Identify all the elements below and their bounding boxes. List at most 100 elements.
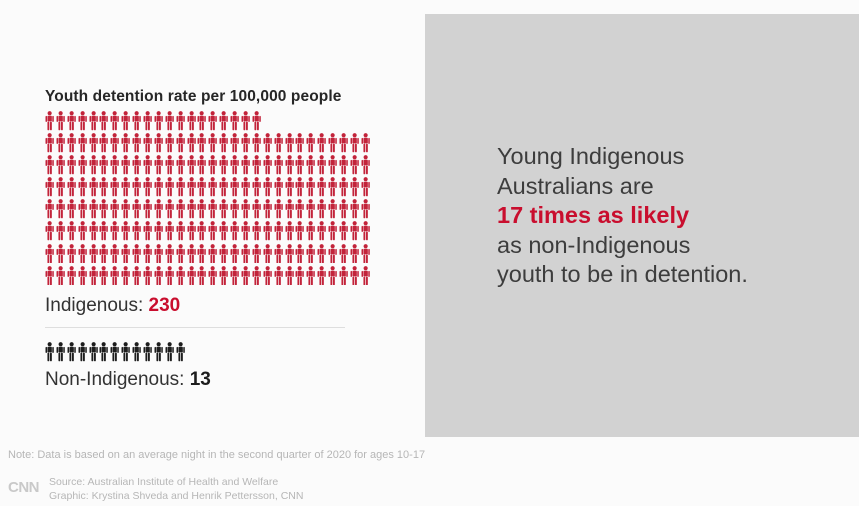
person-icon: [132, 221, 141, 241]
person-icon: [219, 155, 229, 175]
credit-line: Graphic: Krystina Shveda and Henrik Pett…: [49, 490, 304, 502]
person-icon: [99, 342, 109, 362]
person-icon: [132, 199, 141, 219]
person-icon: [110, 265, 120, 286]
non-indigenous-value: 13: [189, 369, 211, 390]
person-icon: [361, 221, 370, 241]
person-icon: [45, 133, 54, 153]
person-icon: [230, 111, 239, 131]
person-icon: [154, 221, 163, 241]
person-icon: [241, 177, 250, 197]
person-icon: [208, 221, 218, 241]
person-icon: [45, 221, 54, 241]
person-icon: [263, 265, 272, 286]
person-icon: [176, 133, 185, 153]
person-icon: [176, 221, 185, 241]
person-icon: [263, 133, 272, 153]
callout-line: 17 times as likely: [497, 202, 690, 228]
person-icon: [121, 199, 131, 219]
person-icon: [328, 243, 337, 264]
indigenous-value: 230: [148, 295, 181, 316]
person-icon: [241, 199, 250, 219]
person-icon: [252, 155, 261, 175]
person-icon: [89, 133, 98, 153]
person-icon: [89, 155, 98, 175]
person-icon: [241, 111, 250, 131]
person-icon: [187, 177, 196, 197]
indigenous-label: Indigenous: 230: [45, 295, 180, 317]
person-icon: [67, 199, 76, 219]
person-icon: [274, 221, 283, 241]
person-icon: [252, 265, 261, 286]
person-icon: [45, 243, 54, 264]
person-icon: [252, 111, 261, 131]
person-icon: [241, 243, 250, 264]
person-icon: [339, 155, 348, 175]
person-icon: [89, 265, 98, 286]
person-icon: [197, 199, 207, 219]
person-icon: [132, 177, 141, 197]
person-icon: [132, 265, 141, 286]
person-icon: [361, 265, 370, 286]
person-icon: [143, 111, 152, 131]
person-icon: [274, 177, 283, 197]
person-icon: [219, 111, 229, 131]
person-icon: [89, 199, 98, 219]
person-icon: [121, 265, 131, 286]
person-icon: [67, 155, 76, 175]
person-icon: [56, 199, 65, 219]
person-icon: [263, 199, 272, 219]
person-icon: [121, 221, 131, 241]
person-icon: [252, 221, 261, 241]
person-icon: [132, 133, 141, 153]
person-icon: [154, 155, 163, 175]
person-icon: [230, 133, 239, 153]
person-icon: [67, 342, 76, 362]
person-icon: [208, 265, 218, 286]
person-icon: [306, 133, 316, 153]
credit-lines: Source: Australian Institute of Health a…: [49, 475, 303, 503]
person-icon: [99, 243, 109, 264]
person-icon: [252, 243, 261, 264]
pictogram-row: [45, 243, 370, 264]
person-icon: [78, 243, 87, 264]
person-icon: [361, 155, 370, 175]
person-icon: [241, 221, 250, 241]
person-icon: [306, 177, 316, 197]
person-icon: [78, 265, 87, 286]
person-icon: [165, 155, 174, 175]
person-icon: [143, 133, 152, 153]
person-icon: [56, 111, 65, 131]
person-icon: [219, 243, 229, 264]
person-icon: [89, 111, 98, 131]
indigenous-pictogram-grid: [45, 111, 370, 288]
person-icon: [361, 133, 370, 153]
person-icon: [230, 221, 239, 241]
person-icon: [317, 243, 327, 264]
person-icon: [328, 177, 337, 197]
person-icon: [208, 199, 218, 219]
person-icon: [263, 243, 272, 264]
person-icon: [263, 155, 272, 175]
person-icon: [78, 155, 87, 175]
callout-line: Young Indigenous: [497, 143, 685, 169]
person-icon: [230, 155, 239, 175]
callout-text: Young Indigenous Australians are 17 times …: [497, 142, 748, 290]
pictogram-row: [45, 155, 370, 175]
pictogram-row: [45, 199, 370, 219]
person-icon: [132, 155, 141, 175]
person-icon: [56, 265, 65, 286]
person-icon: [110, 199, 120, 219]
person-icon: [274, 265, 283, 286]
person-icon: [56, 155, 65, 175]
person-icon: [132, 243, 141, 264]
person-icon: [154, 133, 163, 153]
person-icon: [306, 243, 316, 264]
person-icon: [56, 243, 65, 264]
person-icon: [165, 133, 174, 153]
person-icon: [197, 243, 207, 264]
callout-line: as non-Indigenous: [497, 231, 691, 258]
person-icon: [219, 133, 229, 153]
person-icon: [176, 342, 185, 362]
pictogram-row: [45, 177, 370, 197]
